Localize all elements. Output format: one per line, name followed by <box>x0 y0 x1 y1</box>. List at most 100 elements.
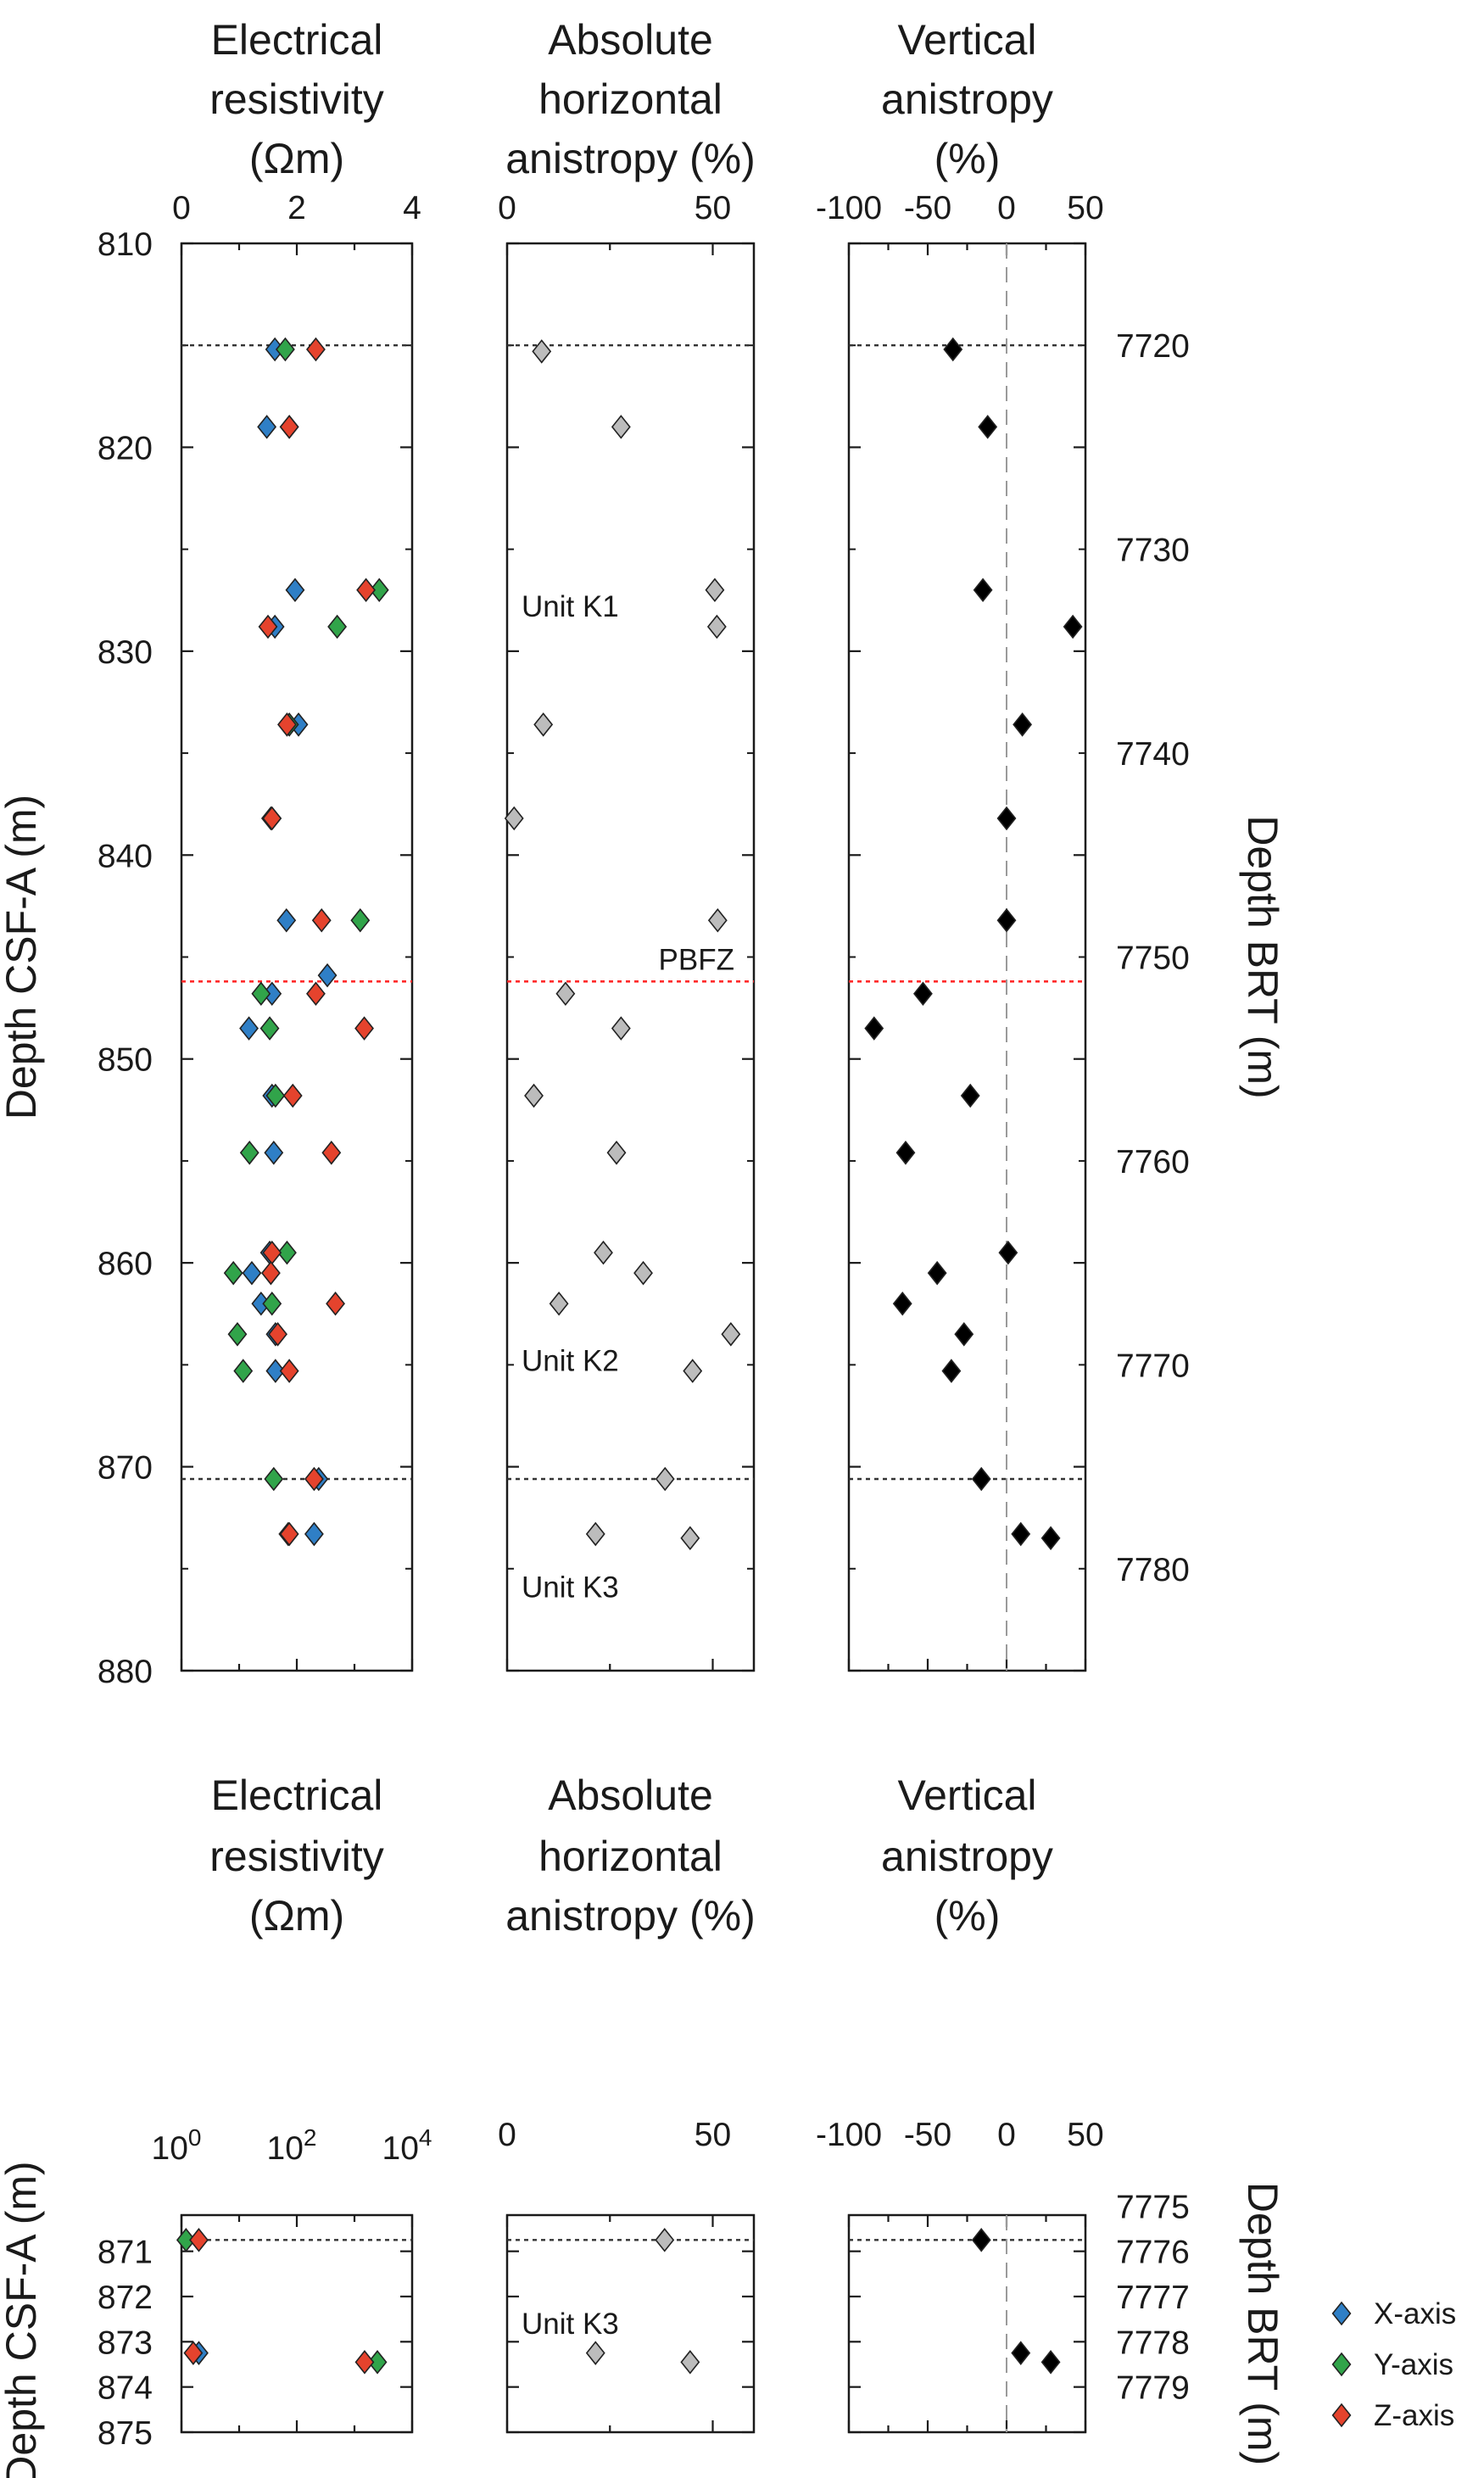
horizontal-anisotropy-point <box>611 1016 631 1041</box>
horizontal-anisotropy-point <box>705 578 725 603</box>
resistivity-tick-label: 4 <box>403 190 421 226</box>
resistivity-point-z-axis <box>311 907 332 933</box>
resistivity-point-z-axis <box>304 1466 324 1492</box>
horizontal-anisotropy-point <box>533 712 554 737</box>
resistivity-tick-label: 100 <box>152 2124 202 2167</box>
horizontal-title-line: horizontal <box>538 75 722 123</box>
vertical-anisotropy-point <box>971 2228 991 2252</box>
resistivity-point-z-axis <box>262 1240 282 1265</box>
horizontal-anisotropy-point <box>555 981 576 1007</box>
vertical-frame <box>847 242 1087 1672</box>
brt-tick-label: 7778 <box>1116 2325 1190 2361</box>
vertical-anisotropy-point <box>973 578 993 603</box>
brt-tick-label: 7720 <box>1116 328 1190 365</box>
resistivity-point-z-axis <box>260 1260 281 1286</box>
vertical-anisotropy-point <box>971 1466 991 1492</box>
resistivity-point-y-axis <box>176 2228 196 2252</box>
vertical-anisotropy-point <box>996 806 1017 831</box>
legend-label-y: Y-axis <box>1374 2348 1453 2381</box>
depth-tick-label: 880 <box>98 1654 153 1690</box>
unit-label: Unit K1 <box>522 590 619 623</box>
horizontal-anisotropy-point <box>585 2341 605 2365</box>
horizontal-title-line: Absolute <box>548 16 713 64</box>
legend-label-z: Z-axis <box>1374 2399 1454 2432</box>
depth-tick-label: 875 <box>98 2415 153 2452</box>
horizontal-tick-label: 50 <box>695 2117 731 2153</box>
brt-tick-label: 7770 <box>1116 1348 1190 1384</box>
panel-top: Electrical resistivity (Ωm) Absolute horizon… <box>0 16 1286 1690</box>
vertical-anisotropy-point <box>1013 712 1033 737</box>
horizontal-anisotropy-point <box>655 1466 675 1492</box>
horizontal-title-line: anistropy (%) <box>505 135 756 182</box>
resistivity-title-line: Electrical <box>211 1772 383 1819</box>
vertical-tick-label: 50 <box>1067 2117 1103 2153</box>
vertical-tick-label: -100 <box>816 2117 882 2153</box>
vertical-anisotropy-point <box>1040 2350 1061 2375</box>
horizontal-anisotropy-point <box>680 2350 700 2375</box>
horizontal-anisotropy-point <box>524 1083 544 1108</box>
horizontal-anisotropy-point <box>504 806 524 831</box>
resistivity-point-z-axis <box>354 1016 374 1041</box>
horizontal-frame <box>505 2213 756 2434</box>
resistivity-point-z-axis <box>356 578 377 603</box>
vertical-tick-label: 0 <box>997 2117 1016 2153</box>
depth-tick-label: 820 <box>98 430 153 466</box>
resistivity-point-z-axis <box>279 1521 299 1547</box>
resistivity-point-y-axis <box>251 981 271 1007</box>
panel-bottom: Electrical resistivity (Ωm) Absolute horizon… <box>0 1772 1286 2478</box>
resistivity-point-x-axis <box>239 1016 259 1041</box>
depth-csfa-label: Depth CSF-A (m) <box>0 2161 45 2478</box>
horizontal-title-line: anistropy (%) <box>505 1892 756 1939</box>
resistivity-point-y-axis <box>227 1322 248 1347</box>
depth-tick-label: 871 <box>98 2235 153 2271</box>
resistivity-tick-label: 102 <box>267 2124 317 2167</box>
legend: X-axis Y-axis Z-axis <box>1331 2297 1456 2432</box>
horizontal-anisotropy-point <box>721 1322 741 1347</box>
horizontal-anisotropy-point <box>707 907 728 933</box>
depth-brt-label: Depth BRT (m) <box>1239 2182 1286 2465</box>
horizontal-anisotropy-point <box>706 614 727 639</box>
resistivity-point-x-axis <box>276 907 297 933</box>
horizontal-anisotropy-point <box>606 1141 627 1165</box>
horizontal-tick-label: 0 <box>498 190 516 226</box>
depth-tick-label: 873 <box>98 2325 153 2361</box>
resistivity-tick-label: 2 <box>287 190 306 226</box>
resistivity-point-x-axis <box>317 963 338 988</box>
vertical-tick-label: -50 <box>904 190 951 226</box>
brt-tick-label: 7777 <box>1116 2280 1190 2316</box>
vertical-title-line: Vertical <box>898 1772 1037 1819</box>
vertical-anisotropy-point <box>954 1322 974 1347</box>
horizontal-tick-label: 50 <box>695 190 731 226</box>
resistivity-point-z-axis <box>306 981 326 1007</box>
horizontal-anisotropy-point <box>633 1260 653 1286</box>
resistivity-title-line: resistivity <box>209 75 384 123</box>
vertical-anisotropy-point <box>941 1359 962 1383</box>
depth-csfa-label: Depth CSF-A (m) <box>0 795 45 1119</box>
horizontal-anisotropy-point <box>549 1291 569 1316</box>
vertical-frame <box>847 2213 1087 2434</box>
vertical-anisotropy-point <box>864 1016 884 1041</box>
vertical-tick-label: -50 <box>904 2117 951 2153</box>
depth-tick-label: 870 <box>98 1450 153 1487</box>
resistivity-point-x-axis <box>257 415 277 439</box>
resistivity-point-y-axis <box>369 578 389 603</box>
horizontal-anisotropy-point <box>611 415 631 439</box>
horizontal-anisotropy-point <box>532 339 552 364</box>
horizontal-anisotropy-point <box>585 1521 605 1547</box>
depth-tick-label: 840 <box>98 838 153 874</box>
horizontal-tick-label: 0 <box>498 2117 516 2153</box>
legend-marker-y <box>1331 2352 1352 2377</box>
resistivity-point-z-axis <box>189 2228 209 2252</box>
vertical-anisotropy-point <box>960 1083 980 1108</box>
vertical-tick-label: -100 <box>816 190 882 226</box>
depth-tick-label: 874 <box>98 2370 153 2407</box>
vertical-title-line: (%) <box>934 1892 1001 1939</box>
brt-tick-label: 7775 <box>1116 2189 1190 2225</box>
resistivity-point-y-axis <box>259 1016 280 1041</box>
depth-tick-label: 830 <box>98 634 153 671</box>
unit-label: Unit K3 <box>522 1571 619 1604</box>
resistivity-point-z-axis <box>306 337 326 362</box>
resistivity-point-y-axis <box>327 614 348 639</box>
resistivity-point-z-axis <box>277 712 297 737</box>
resistivity-point-y-axis <box>239 1141 259 1165</box>
